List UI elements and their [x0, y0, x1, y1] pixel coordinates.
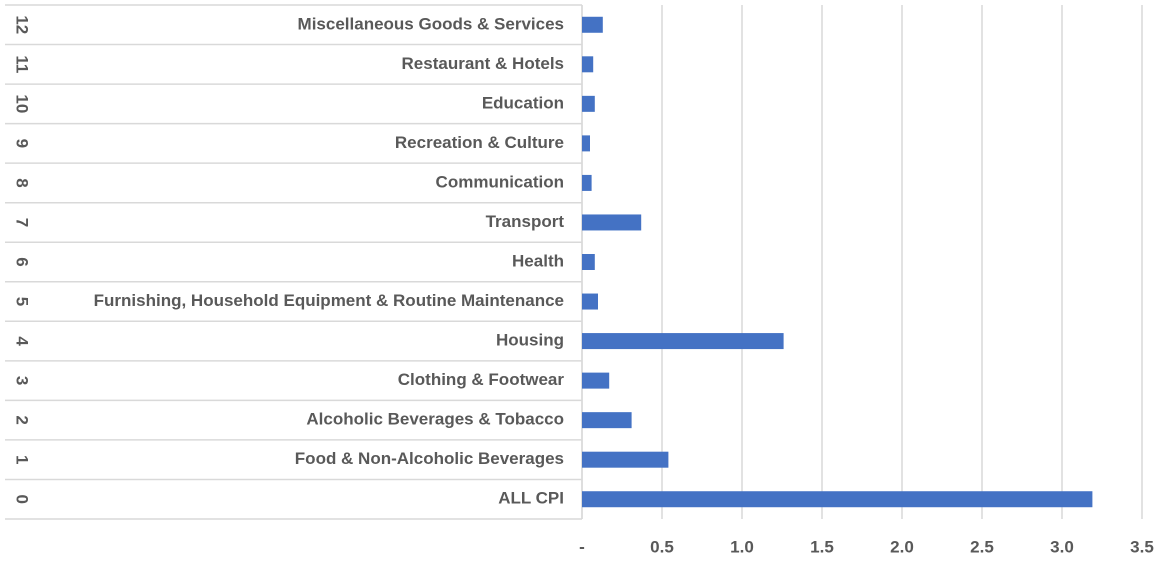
- category-label: Food & Non-Alcoholic Beverages: [295, 449, 564, 468]
- group-label: 2: [13, 415, 32, 424]
- group-label: 0: [13, 494, 32, 503]
- category-label: Communication: [436, 172, 564, 191]
- category-label: Recreation & Culture: [395, 133, 564, 152]
- bar: [582, 451, 669, 468]
- x-tick-label: 3.0: [1050, 537, 1074, 556]
- group-label: 11: [13, 55, 32, 73]
- bar: [582, 135, 590, 152]
- group-label: 8: [13, 178, 32, 187]
- group-label: 12: [13, 15, 32, 34]
- group-label: 5: [13, 297, 32, 306]
- group-label: 10: [13, 94, 32, 113]
- group-label: 9: [13, 139, 32, 148]
- bar: [582, 174, 592, 191]
- bar: [582, 412, 632, 429]
- x-tick-label: 1.0: [730, 537, 754, 556]
- x-tick-label: 0.5: [650, 537, 674, 556]
- bar: [582, 254, 595, 270]
- category-label: Restaurant & Hotels: [402, 54, 564, 73]
- bar: [582, 214, 642, 231]
- category-label: Transport: [486, 212, 565, 231]
- x-tick-label: 2.0: [890, 537, 914, 556]
- group-label: 6: [13, 257, 32, 266]
- category-label: Housing: [496, 331, 564, 350]
- category-label: Health: [512, 251, 564, 270]
- category-label: Furnishing, Household Equipment & Routin…: [94, 291, 564, 310]
- category-label: Alcoholic Beverages & Tobacco: [306, 410, 564, 429]
- bar: [582, 372, 610, 389]
- bar: [582, 16, 603, 33]
- x-tick-label: 2.5: [970, 537, 994, 556]
- x-tick-label: 3.5: [1130, 537, 1154, 556]
- category-label: Miscellaneous Goods & Services: [298, 14, 564, 33]
- bar: [582, 333, 784, 350]
- group-label: 1: [13, 455, 32, 464]
- group-label: 4: [13, 336, 32, 346]
- bar: [582, 491, 1093, 508]
- x-tick-label: 1.5: [810, 537, 834, 556]
- category-label: Education: [482, 93, 564, 112]
- group-label: 7: [13, 218, 32, 227]
- category-label: Clothing & Footwear: [398, 370, 565, 389]
- category-label: ALL CPI: [498, 489, 564, 508]
- group-label: 3: [13, 376, 32, 385]
- bar: [582, 293, 598, 310]
- bar: [582, 95, 595, 112]
- x-tick-label: -: [579, 537, 585, 556]
- bar: [582, 56, 594, 73]
